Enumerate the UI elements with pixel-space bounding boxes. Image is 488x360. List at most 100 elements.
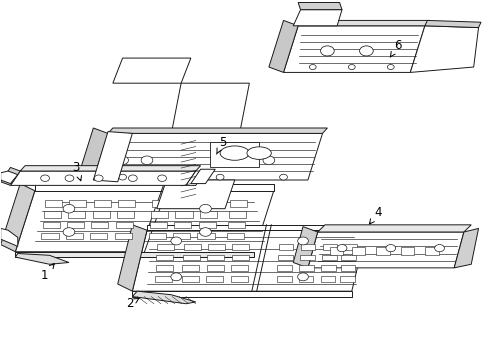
Bar	[277, 265, 291, 271]
Bar	[228, 211, 245, 218]
Polygon shape	[79, 128, 108, 180]
Circle shape	[216, 174, 224, 180]
Bar	[198, 222, 215, 228]
Circle shape	[199, 204, 211, 213]
Polygon shape	[424, 21, 480, 28]
Polygon shape	[20, 166, 200, 171]
Polygon shape	[93, 134, 322, 180]
Bar	[329, 247, 343, 255]
Bar	[67, 222, 84, 228]
Bar	[320, 276, 335, 282]
Polygon shape	[35, 184, 273, 191]
Bar	[176, 201, 193, 207]
Bar	[66, 233, 83, 239]
Text: 4: 4	[369, 206, 382, 224]
Ellipse shape	[220, 146, 249, 160]
Bar	[299, 265, 313, 271]
Bar	[299, 255, 314, 260]
Circle shape	[336, 244, 346, 252]
Polygon shape	[0, 228, 18, 246]
Bar	[68, 211, 85, 218]
Polygon shape	[108, 128, 327, 134]
Bar	[230, 201, 247, 207]
Bar	[114, 233, 131, 239]
Bar	[400, 247, 413, 255]
Circle shape	[434, 244, 444, 252]
Circle shape	[347, 64, 354, 69]
Circle shape	[117, 156, 128, 165]
Polygon shape	[409, 26, 478, 72]
Bar	[116, 222, 133, 228]
Polygon shape	[171, 83, 249, 134]
Circle shape	[170, 273, 181, 281]
Polygon shape	[190, 169, 215, 184]
Bar	[183, 255, 200, 260]
Bar	[156, 255, 173, 260]
Bar	[91, 222, 108, 228]
Bar	[117, 211, 134, 218]
Ellipse shape	[246, 147, 271, 159]
Polygon shape	[293, 226, 317, 268]
Bar	[151, 211, 168, 218]
Bar	[340, 276, 354, 282]
Polygon shape	[298, 3, 341, 10]
Bar	[182, 265, 199, 271]
Polygon shape	[132, 291, 195, 304]
Bar	[155, 276, 172, 282]
Bar	[321, 255, 336, 260]
Bar	[230, 276, 247, 282]
Bar	[41, 233, 59, 239]
Polygon shape	[307, 232, 463, 268]
Circle shape	[297, 237, 308, 245]
Bar	[173, 233, 190, 239]
Polygon shape	[113, 58, 190, 83]
Polygon shape	[157, 180, 234, 209]
Bar	[341, 244, 356, 249]
Bar	[45, 201, 62, 207]
Bar	[351, 247, 365, 255]
Bar	[232, 244, 249, 249]
Bar	[69, 201, 86, 207]
Circle shape	[63, 228, 75, 236]
Polygon shape	[10, 171, 195, 185]
Bar	[44, 211, 61, 218]
Circle shape	[279, 174, 287, 180]
Polygon shape	[185, 171, 205, 185]
Circle shape	[41, 175, 49, 181]
Bar	[92, 211, 109, 218]
Text: 1: 1	[41, 264, 54, 282]
Circle shape	[385, 244, 395, 252]
Bar	[424, 247, 438, 255]
Bar	[174, 222, 191, 228]
Circle shape	[263, 156, 274, 165]
Polygon shape	[15, 191, 273, 252]
Polygon shape	[0, 184, 35, 252]
Polygon shape	[15, 252, 254, 257]
Bar	[183, 244, 200, 249]
Bar	[276, 276, 291, 282]
Bar	[155, 265, 172, 271]
Bar	[341, 255, 355, 260]
Bar	[231, 255, 248, 260]
Bar	[197, 233, 214, 239]
Bar	[175, 211, 192, 218]
Bar	[200, 211, 217, 218]
Circle shape	[170, 237, 181, 245]
Text: 2: 2	[126, 297, 139, 310]
Polygon shape	[132, 230, 366, 291]
Polygon shape	[118, 225, 147, 291]
Circle shape	[128, 175, 137, 181]
Bar	[152, 201, 169, 207]
Bar	[226, 233, 244, 239]
Text: 3: 3	[72, 161, 81, 181]
Polygon shape	[0, 171, 18, 184]
Bar	[300, 244, 315, 249]
Bar	[375, 247, 389, 255]
Polygon shape	[298, 21, 429, 26]
Polygon shape	[453, 228, 478, 268]
Bar	[210, 142, 259, 167]
Polygon shape	[317, 225, 470, 232]
Bar	[201, 201, 218, 207]
Bar	[278, 255, 292, 260]
Circle shape	[65, 175, 74, 181]
